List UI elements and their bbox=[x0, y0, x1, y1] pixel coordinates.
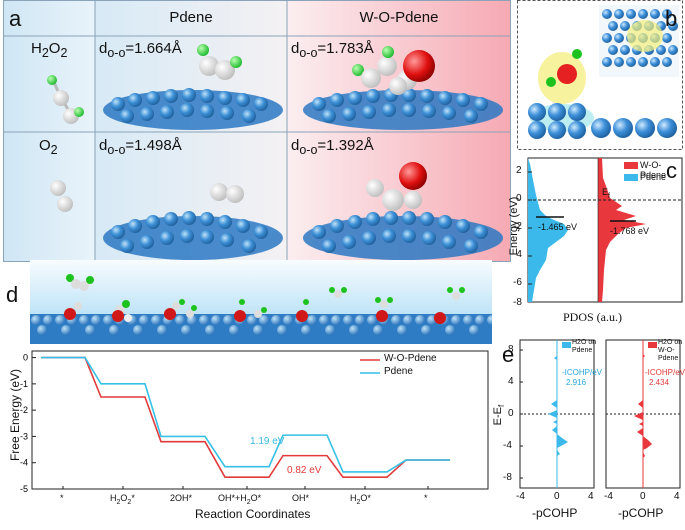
left-cohp-legend: H2O on Pdene bbox=[572, 339, 597, 354]
wo-pdene-h2o2-adsorbate bbox=[352, 46, 435, 95]
wo-pdene-surface-row1 bbox=[303, 88, 503, 130]
x-tick-h2o2: H2O2* bbox=[110, 493, 135, 506]
panel-c-label: c bbox=[666, 158, 677, 183]
reaction-strip-image bbox=[30, 260, 497, 344]
energy-series-pdene bbox=[41, 356, 450, 473]
panel-d-label: d bbox=[6, 282, 19, 307]
cohp-left-x-tick-0: 0 bbox=[554, 491, 560, 502]
x-tick-oh: OH* bbox=[292, 493, 310, 503]
pdene-o2-adsorbate bbox=[210, 183, 244, 203]
y-tick-minus6: -6 bbox=[513, 277, 522, 288]
pdene-cohp-curve bbox=[548, 356, 568, 456]
legend-wo-pdene: W-O-Pdene bbox=[640, 160, 667, 180]
strip-oh-h2o bbox=[234, 299, 267, 322]
y-tick-minus4: -4 bbox=[513, 249, 522, 260]
pdos-ylabel: Energy (eV) bbox=[508, 196, 520, 256]
fermi-label: Ef bbox=[602, 187, 610, 200]
legend-pdene: Pdene bbox=[640, 172, 667, 182]
panel-a-background bbox=[3, 0, 511, 262]
panel-c-pdos-chart bbox=[527, 157, 683, 303]
panel-b-structure bbox=[517, 0, 683, 150]
x-tick-2oh: 2OH* bbox=[170, 493, 193, 503]
row-label-o2: O2 bbox=[39, 137, 58, 157]
strip-final bbox=[434, 287, 465, 324]
cohp-left-x-tick-4: 4 bbox=[588, 491, 594, 502]
energy-y-tick-label: 0 bbox=[23, 353, 28, 363]
cohp-ylabel: E-Ef bbox=[491, 404, 507, 426]
y-tick-0: 0 bbox=[516, 193, 522, 204]
y-tick-minus2: -2 bbox=[513, 221, 522, 232]
x-tick-star-1: * bbox=[60, 493, 64, 503]
panel-e: 8 4 0 -4 -8 E-Ef H2O on Pdene -ICOHP/eV 2.… bbox=[491, 334, 685, 525]
panel-b-label: b bbox=[665, 6, 678, 31]
panel-c: 2 0 -2 -4 -6 -8 Energy (eV) W-O-Pdene Pd… bbox=[506, 150, 685, 330]
pdene-surface-row1 bbox=[103, 88, 283, 130]
wo-pdene-surface-row2 bbox=[303, 211, 503, 260]
wo-pdene-h2o2-distance: do-o=1.783Å bbox=[291, 40, 374, 60]
cohp-right-x-tick-4: 4 bbox=[674, 491, 680, 502]
wo-pdene-center-label: -1.768 eV bbox=[610, 226, 650, 236]
strip-h2o2-free bbox=[66, 274, 94, 291]
energy-ylabel: Free Energy (eV) bbox=[8, 368, 22, 462]
pdene-pdos-curve bbox=[528, 158, 568, 302]
cohp-y-tick-minus4: -4 bbox=[503, 440, 512, 451]
pdos-xlabel: PDOS (a.u.) bbox=[563, 310, 622, 324]
x-tick-h2o: H2O* bbox=[350, 493, 371, 506]
annot-pdene-barrier: 1.19 eV bbox=[250, 436, 285, 447]
pdene-o2-distance: do-o=1.498Å bbox=[99, 137, 182, 157]
left-icohp: -ICOHP/eV 2.916 bbox=[562, 368, 603, 387]
cohp-right-xlabel: -pCOHP bbox=[618, 506, 664, 520]
x-tick-oh-h2o: OH*+H2O* bbox=[218, 493, 262, 506]
cohp-left-x-tick-minus4: -4 bbox=[516, 491, 525, 502]
cohp-y-tick-0: 0 bbox=[508, 408, 514, 419]
strip-2oh bbox=[164, 299, 197, 320]
energy-legend-pdene: Pdene bbox=[384, 366, 413, 377]
annot-wo-pdene-barrier: 0.82 eV bbox=[287, 465, 322, 476]
pdene-center-label: -1.465 eV bbox=[538, 222, 578, 232]
o2-molecule-icon bbox=[50, 180, 73, 212]
energy-series-w-o-pdene bbox=[41, 356, 450, 478]
wo-pdene-pdos-curve bbox=[598, 158, 646, 302]
cohp-right-x-tick-0: 0 bbox=[640, 491, 646, 502]
energy-xlabel: Reaction Coordinates bbox=[195, 507, 311, 521]
h2o2-molecule-icon bbox=[47, 75, 84, 124]
strip-h2o2-ads bbox=[64, 300, 132, 322]
energy-y-tick-label: -5 bbox=[20, 484, 28, 494]
panel-e-cohp-chart bbox=[519, 339, 681, 489]
panel-e-label: e bbox=[502, 342, 515, 367]
cohp-y-tick-minus8: -8 bbox=[503, 472, 512, 483]
cohp-y-tick-8: 8 bbox=[508, 344, 514, 355]
panel-b: b bbox=[517, 0, 683, 150]
pdene-surface-row2 bbox=[103, 211, 283, 260]
strip-oh bbox=[296, 287, 347, 322]
panel-a: a Pdene W-O-Pdene H2O2 O2 do-o=1.664Å do… bbox=[3, 0, 511, 262]
strip-h2o bbox=[375, 297, 393, 322]
right-cohp-legend: H2O on W-O-Pdene bbox=[658, 339, 683, 362]
wo-pdene-o2-adsorbate bbox=[366, 162, 427, 211]
cohp-y-tick-4: 4 bbox=[508, 376, 514, 387]
y-tick-minus8: -8 bbox=[513, 297, 522, 308]
pdene-h2o2-adsorbate bbox=[197, 44, 242, 80]
energy-y-tick-label: -3 bbox=[20, 431, 28, 441]
energy-y-tick-label: -1 bbox=[20, 379, 28, 389]
free-energy-diagram: 0 -1 -2 -3 -4 -5 bbox=[20, 350, 489, 494]
panel-a-label: a bbox=[9, 6, 22, 31]
column-header-pdene: Pdene bbox=[169, 9, 213, 26]
wo-pdene-cohp-curve bbox=[634, 354, 652, 458]
y-tick-2: 2 bbox=[516, 165, 522, 176]
cohp-left-xlabel: -pCOHP bbox=[532, 506, 578, 520]
energy-y-tick-label: -2 bbox=[20, 405, 28, 415]
energy-y-tick-label: -4 bbox=[20, 458, 28, 468]
right-icohp: -ICOHP/eV 2.434 bbox=[645, 368, 685, 387]
wo-pdene-o2-distance: do-o=1.392Å bbox=[291, 137, 374, 157]
row-label-h2o2: H2O2 bbox=[31, 40, 68, 60]
panel-d-energy-chart: 0 -1 -2 -3 -4 -5 W-O-Pdene Pdene 1.19 eV 0.82… bbox=[0, 348, 492, 525]
energy-legend-wo-pdene: W-O-Pdene bbox=[384, 353, 437, 364]
x-tick-star-2: * bbox=[424, 493, 428, 503]
column-header-wo-pdene: W-O-Pdene bbox=[359, 9, 439, 26]
panel-d-reaction-strip bbox=[30, 260, 497, 344]
pdene-h2o2-distance: do-o=1.664Å bbox=[99, 40, 182, 60]
cohp-right-x-tick-minus4: -4 bbox=[604, 491, 613, 502]
